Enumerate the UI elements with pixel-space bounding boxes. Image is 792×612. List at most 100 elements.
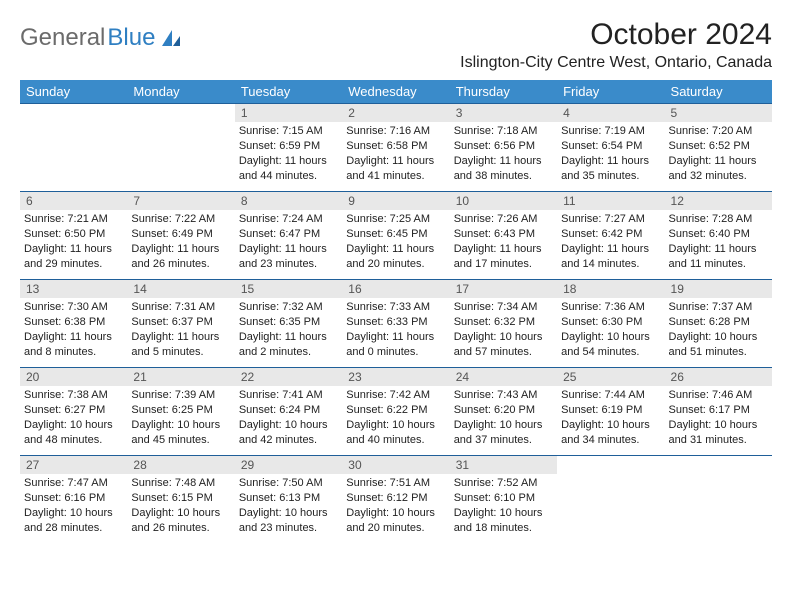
- day-details: Sunrise: 7:30 AMSunset: 6:38 PMDaylight:…: [20, 298, 127, 363]
- sunset-text: Sunset: 6:24 PM: [239, 403, 338, 418]
- sail-icon: [160, 28, 182, 48]
- daylight-text: Daylight: 11 hours and 5 minutes.: [131, 330, 230, 360]
- calendar-day: 31Sunrise: 7:52 AMSunset: 6:10 PMDayligh…: [450, 456, 557, 544]
- daylight-text: Daylight: 11 hours and 26 minutes.: [131, 242, 230, 272]
- calendar-header: SundayMondayTuesdayWednesdayThursdayFrid…: [20, 80, 772, 104]
- day-number: 24: [450, 368, 557, 386]
- day-number: 18: [557, 280, 664, 298]
- calendar-day-empty: [127, 104, 234, 192]
- sunset-text: Sunset: 6:22 PM: [346, 403, 445, 418]
- calendar-day: 30Sunrise: 7:51 AMSunset: 6:12 PMDayligh…: [342, 456, 449, 544]
- day-details: Sunrise: 7:21 AMSunset: 6:50 PMDaylight:…: [20, 210, 127, 275]
- day-number: 3: [450, 104, 557, 122]
- location-text: Islington-City Centre West, Ontario, Can…: [460, 54, 772, 72]
- daylight-text: Daylight: 11 hours and 35 minutes.: [561, 154, 660, 184]
- calendar-week: 1Sunrise: 7:15 AMSunset: 6:59 PMDaylight…: [20, 104, 772, 192]
- calendar-week: 13Sunrise: 7:30 AMSunset: 6:38 PMDayligh…: [20, 280, 772, 368]
- sunset-text: Sunset: 6:58 PM: [346, 139, 445, 154]
- daylight-text: Daylight: 11 hours and 2 minutes.: [239, 330, 338, 360]
- day-number: 31: [450, 456, 557, 474]
- sunset-text: Sunset: 6:30 PM: [561, 315, 660, 330]
- weekday-header: Wednesday: [342, 80, 449, 104]
- sunrise-text: Sunrise: 7:39 AM: [131, 388, 230, 403]
- sunrise-text: Sunrise: 7:32 AM: [239, 300, 338, 315]
- day-number: 25: [557, 368, 664, 386]
- calendar-day: 19Sunrise: 7:37 AMSunset: 6:28 PMDayligh…: [665, 280, 772, 368]
- day-details: Sunrise: 7:48 AMSunset: 6:15 PMDaylight:…: [127, 474, 234, 539]
- day-number: 12: [665, 192, 772, 210]
- calendar-day-empty: [20, 104, 127, 192]
- sunset-text: Sunset: 6:50 PM: [24, 227, 123, 242]
- day-number: 19: [665, 280, 772, 298]
- day-details: Sunrise: 7:51 AMSunset: 6:12 PMDaylight:…: [342, 474, 449, 539]
- calendar-week: 20Sunrise: 7:38 AMSunset: 6:27 PMDayligh…: [20, 368, 772, 456]
- sunset-text: Sunset: 6:20 PM: [454, 403, 553, 418]
- day-details: Sunrise: 7:42 AMSunset: 6:22 PMDaylight:…: [342, 386, 449, 451]
- sunrise-text: Sunrise: 7:41 AM: [239, 388, 338, 403]
- calendar-day: 4Sunrise: 7:19 AMSunset: 6:54 PMDaylight…: [557, 104, 664, 192]
- calendar-week: 6Sunrise: 7:21 AMSunset: 6:50 PMDaylight…: [20, 192, 772, 280]
- daylight-text: Daylight: 10 hours and 23 minutes.: [239, 506, 338, 536]
- sunset-text: Sunset: 6:25 PM: [131, 403, 230, 418]
- daylight-text: Daylight: 10 hours and 18 minutes.: [454, 506, 553, 536]
- day-details: Sunrise: 7:16 AMSunset: 6:58 PMDaylight:…: [342, 122, 449, 187]
- day-details: Sunrise: 7:43 AMSunset: 6:20 PMDaylight:…: [450, 386, 557, 451]
- daylight-text: Daylight: 11 hours and 11 minutes.: [669, 242, 768, 272]
- sunrise-text: Sunrise: 7:33 AM: [346, 300, 445, 315]
- day-number: 7: [127, 192, 234, 210]
- day-details: Sunrise: 7:25 AMSunset: 6:45 PMDaylight:…: [342, 210, 449, 275]
- daylight-text: Daylight: 10 hours and 57 minutes.: [454, 330, 553, 360]
- daylight-text: Daylight: 10 hours and 45 minutes.: [131, 418, 230, 448]
- day-number: 17: [450, 280, 557, 298]
- daylight-text: Daylight: 11 hours and 44 minutes.: [239, 154, 338, 184]
- calendar-day: 8Sunrise: 7:24 AMSunset: 6:47 PMDaylight…: [235, 192, 342, 280]
- sunset-text: Sunset: 6:38 PM: [24, 315, 123, 330]
- day-number: 5: [665, 104, 772, 122]
- calendar-day: 18Sunrise: 7:36 AMSunset: 6:30 PMDayligh…: [557, 280, 664, 368]
- sunset-text: Sunset: 6:12 PM: [346, 491, 445, 506]
- day-number: 4: [557, 104, 664, 122]
- brand-part2: Blue: [107, 24, 155, 52]
- day-number: 20: [20, 368, 127, 386]
- daylight-text: Daylight: 11 hours and 20 minutes.: [346, 242, 445, 272]
- day-number: 9: [342, 192, 449, 210]
- calendar-day: 10Sunrise: 7:26 AMSunset: 6:43 PMDayligh…: [450, 192, 557, 280]
- day-details: Sunrise: 7:41 AMSunset: 6:24 PMDaylight:…: [235, 386, 342, 451]
- sunrise-text: Sunrise: 7:31 AM: [131, 300, 230, 315]
- day-number: 11: [557, 192, 664, 210]
- sunrise-text: Sunrise: 7:27 AM: [561, 212, 660, 227]
- day-number: 8: [235, 192, 342, 210]
- day-number: 6: [20, 192, 127, 210]
- day-number: 13: [20, 280, 127, 298]
- calendar-day: 22Sunrise: 7:41 AMSunset: 6:24 PMDayligh…: [235, 368, 342, 456]
- calendar-day: 5Sunrise: 7:20 AMSunset: 6:52 PMDaylight…: [665, 104, 772, 192]
- calendar-day: 25Sunrise: 7:44 AMSunset: 6:19 PMDayligh…: [557, 368, 664, 456]
- daylight-text: Daylight: 10 hours and 20 minutes.: [346, 506, 445, 536]
- day-details: Sunrise: 7:39 AMSunset: 6:25 PMDaylight:…: [127, 386, 234, 451]
- calendar-body: 1Sunrise: 7:15 AMSunset: 6:59 PMDaylight…: [20, 104, 772, 544]
- sunrise-text: Sunrise: 7:42 AM: [346, 388, 445, 403]
- day-details: Sunrise: 7:52 AMSunset: 6:10 PMDaylight:…: [450, 474, 557, 539]
- sunrise-text: Sunrise: 7:51 AM: [346, 476, 445, 491]
- sunset-text: Sunset: 6:32 PM: [454, 315, 553, 330]
- daylight-text: Daylight: 11 hours and 8 minutes.: [24, 330, 123, 360]
- day-details: Sunrise: 7:37 AMSunset: 6:28 PMDaylight:…: [665, 298, 772, 363]
- calendar-table: SundayMondayTuesdayWednesdayThursdayFrid…: [20, 80, 772, 544]
- day-details: Sunrise: 7:27 AMSunset: 6:42 PMDaylight:…: [557, 210, 664, 275]
- day-number: 10: [450, 192, 557, 210]
- calendar-day: 11Sunrise: 7:27 AMSunset: 6:42 PMDayligh…: [557, 192, 664, 280]
- sunrise-text: Sunrise: 7:16 AM: [346, 124, 445, 139]
- calendar-day: 24Sunrise: 7:43 AMSunset: 6:20 PMDayligh…: [450, 368, 557, 456]
- weekday-header: Tuesday: [235, 80, 342, 104]
- sunset-text: Sunset: 6:17 PM: [669, 403, 768, 418]
- daylight-text: Daylight: 10 hours and 31 minutes.: [669, 418, 768, 448]
- sunrise-text: Sunrise: 7:30 AM: [24, 300, 123, 315]
- calendar-day: 9Sunrise: 7:25 AMSunset: 6:45 PMDaylight…: [342, 192, 449, 280]
- sunset-text: Sunset: 6:47 PM: [239, 227, 338, 242]
- month-title: October 2024: [460, 18, 772, 52]
- sunset-text: Sunset: 6:43 PM: [454, 227, 553, 242]
- day-details: Sunrise: 7:24 AMSunset: 6:47 PMDaylight:…: [235, 210, 342, 275]
- calendar-day: 12Sunrise: 7:28 AMSunset: 6:40 PMDayligh…: [665, 192, 772, 280]
- sunrise-text: Sunrise: 7:19 AM: [561, 124, 660, 139]
- daylight-text: Daylight: 11 hours and 17 minutes.: [454, 242, 553, 272]
